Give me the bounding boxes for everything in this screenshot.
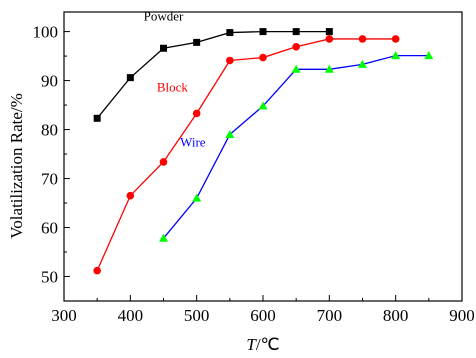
axis-ticks: 300 400 500 600 700 800 900 50 60 70 80 90 100 [33, 23, 475, 325]
data-point-block [226, 56, 234, 65]
series-group [93, 28, 434, 275]
series-wire [159, 51, 434, 242]
data-point-wire [324, 64, 334, 73]
data-point-block [192, 109, 201, 118]
data-point-block [126, 191, 135, 200]
data-point-wire [159, 233, 168, 242]
data-point-block [292, 42, 300, 51]
data-point-powder [259, 28, 267, 36]
x-axis-title-variable: T [246, 335, 257, 354]
data-point-block [325, 35, 334, 43]
series-labels: Powder Block Wire [144, 8, 206, 149]
data-point-wire [391, 51, 401, 60]
x-tick-label: 500 [184, 306, 210, 325]
series-line-powder [96, 30, 330, 119]
data-point-wire [424, 51, 434, 60]
x-tick-label: 900 [449, 306, 475, 325]
data-point-powder [193, 38, 201, 46]
x-tick-label: 400 [118, 306, 144, 325]
series-label-powder: Powder [144, 8, 184, 23]
series-block [93, 35, 400, 275]
y-tick-label: 70 [41, 170, 58, 189]
data-point-powder [93, 114, 101, 122]
data-point-block [358, 35, 367, 43]
data-point-block [391, 35, 400, 43]
data-point-block [93, 266, 101, 275]
data-point-powder [325, 28, 333, 36]
y-tick-label: 90 [41, 72, 58, 91]
x-tick-label: 600 [250, 306, 276, 325]
data-point-powder [226, 29, 234, 37]
y-tick-label: 50 [41, 268, 58, 287]
y-axis-title: Volatilization Rate/% [7, 93, 26, 239]
series-label-wire: Wire [180, 135, 206, 150]
y-tick-label: 80 [41, 121, 58, 140]
data-point-block [159, 158, 168, 166]
y-tick-label: 100 [33, 23, 59, 42]
x-axis-title-unit: /℃ [256, 335, 280, 354]
y-tick-label: 60 [41, 219, 58, 238]
data-point-wire [225, 129, 235, 138]
data-point-block [259, 53, 267, 62]
x-tick-label: 700 [317, 306, 343, 325]
data-point-powder [126, 74, 134, 82]
series-line-block [96, 38, 396, 271]
data-point-wire [358, 59, 367, 68]
x-tick-label: 300 [51, 306, 77, 325]
series-powder [93, 28, 333, 122]
data-point-powder [292, 28, 300, 36]
data-point-wire [192, 193, 202, 202]
data-point-wire [258, 101, 268, 110]
series-label-block: Block [157, 79, 189, 94]
x-tick-label: 800 [383, 306, 409, 325]
x-axis-title: T/℃ [246, 335, 279, 354]
data-point-powder [160, 44, 167, 52]
data-point-wire [291, 64, 301, 73]
